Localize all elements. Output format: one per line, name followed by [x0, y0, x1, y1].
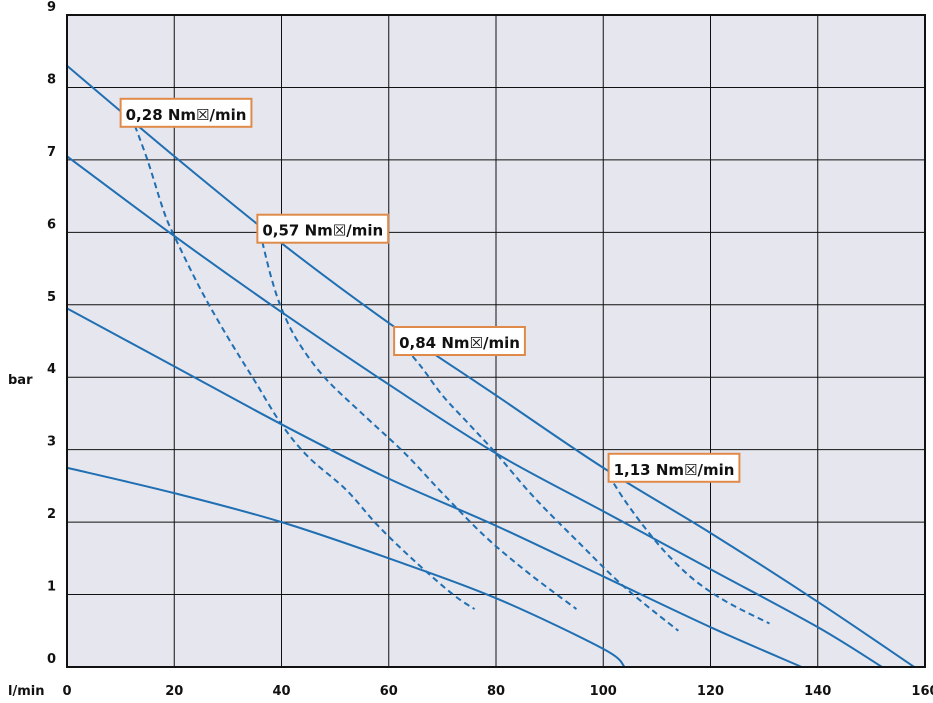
y-axis-label: bar [8, 373, 33, 388]
x-tick-label: 40 [272, 684, 290, 699]
callout-box [119, 97, 253, 128]
flow-curve-dashed-6 [259, 232, 578, 610]
pressure-curve-1 [66, 466, 626, 668]
callouts: 0,28 Nm☒/min 0,57 Nm☒/min 0,84 Nm☒/min 1,13… [119, 97, 741, 483]
flow-curve-dashed-5 [130, 116, 476, 610]
y-tick-label: 8 [47, 72, 56, 87]
series-group [66, 64, 915, 668]
callout-text: 0,84 Nm☒/min [399, 334, 520, 352]
callout-text: 1,13 Nm☒/min [614, 461, 735, 479]
x-tick-label: 20 [165, 684, 183, 699]
y-tick-label: 5 [47, 290, 56, 305]
callout-label: 1,13 Nm☒/min [607, 452, 741, 483]
y-tick-label: 7 [47, 145, 56, 160]
flow-curve-dashed-7 [398, 340, 679, 632]
y-tick-label: 9 [47, 0, 56, 15]
y-tick-label: 1 [47, 580, 56, 595]
y-tick-label: 4 [47, 362, 56, 377]
y-tick-label: 3 [47, 435, 56, 450]
x-tick-labels: 0 20 40 60 80 100 120 140 160 [62, 684, 933, 699]
x-axis-label: l/min [8, 684, 44, 699]
plot-frame [66, 14, 926, 668]
pressure-curve-3 [66, 155, 883, 668]
callout-box [256, 213, 390, 244]
y-tick-label: 6 [47, 217, 56, 232]
callout-label: 0,28 Nm☒/min [119, 97, 253, 128]
flow-curve-dashed-8 [607, 474, 770, 625]
callout-label: 0,57 Nm☒/min [256, 213, 390, 244]
x-tick-label: 140 [804, 684, 831, 699]
callout-box [393, 326, 526, 356]
y-tick-label: 0 [47, 652, 56, 667]
callout-box [607, 452, 741, 483]
y-tick-label: 2 [47, 507, 56, 522]
x-tick-label: 80 [487, 684, 505, 699]
callout-text: 0,28 Nm☒/min [126, 106, 247, 124]
x-tick-label: 120 [697, 684, 724, 699]
x-tick-label: 60 [380, 684, 398, 699]
pressure-curve-2 [66, 307, 803, 668]
x-tick-label: 160 [911, 684, 933, 699]
callout-text: 0,57 Nm☒/min [262, 222, 383, 240]
x-tick-label: 100 [590, 684, 617, 699]
callout-label: 0,84 Nm☒/min [393, 326, 526, 356]
x-tick-label: 0 [62, 684, 71, 699]
pressure-curve-4 [66, 64, 915, 668]
y-tick-labels: 0 1 2 3 4 5 6 7 8 9 [47, 0, 56, 667]
